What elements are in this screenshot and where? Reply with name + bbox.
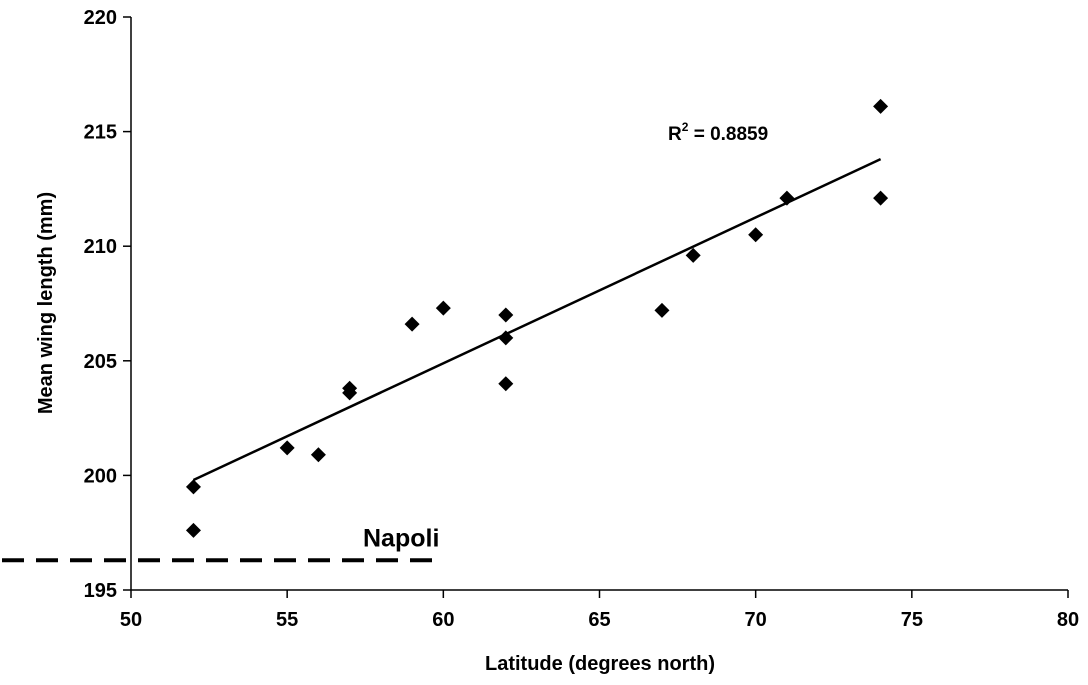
x-tick-label: 80	[1057, 609, 1079, 631]
x-tick-label: 55	[276, 609, 298, 631]
data-point	[654, 302, 670, 318]
r-squared-value: = 0.8859	[688, 124, 768, 145]
y-axis-title: Mean wing length (mm)	[35, 192, 57, 414]
y-tick-label: 215	[84, 122, 117, 144]
data-point	[435, 300, 451, 316]
data-points	[185, 98, 889, 538]
x-axis-title: Latitude (degrees north)	[485, 653, 715, 675]
reference-line-group: Napoli	[2, 524, 439, 563]
data-point	[498, 307, 514, 323]
y-tick-label: 220	[84, 7, 117, 29]
data-point	[779, 190, 795, 206]
y-tick-label: 195	[84, 580, 117, 602]
data-point	[342, 385, 358, 401]
data-point	[873, 98, 889, 114]
x-tick-label: 70	[745, 609, 767, 631]
trendline	[192, 157, 882, 482]
r-squared-prefix: R	[668, 124, 682, 145]
x-tick-label: 60	[432, 609, 454, 631]
y-tick-label: 200	[84, 465, 117, 487]
data-point	[185, 522, 201, 538]
y-tick-label: 210	[84, 236, 117, 258]
data-point	[748, 227, 764, 243]
x-tick-label: 75	[901, 609, 923, 631]
x-ticks: 50 55 60 65 70 75 80	[120, 590, 1079, 631]
y-tick-label: 205	[84, 351, 117, 373]
data-point	[873, 190, 889, 206]
data-point	[498, 330, 514, 346]
x-tick-label: 50	[120, 609, 142, 631]
x-tick-label: 65	[588, 609, 610, 631]
data-point	[279, 440, 295, 456]
data-point	[685, 247, 701, 263]
r-squared-label: R2 = 0.8859	[668, 120, 768, 145]
data-point	[498, 376, 514, 392]
r-squared-superscript: 2	[682, 120, 689, 134]
y-ticks: 195 200 205 210 215 220	[84, 7, 131, 602]
data-point	[185, 479, 201, 495]
napoli-label: Napoli	[363, 524, 439, 552]
trendline-group: R2 = 0.8859	[192, 120, 882, 482]
data-point	[310, 447, 326, 463]
axes	[130, 17, 1068, 591]
data-point	[404, 316, 420, 332]
